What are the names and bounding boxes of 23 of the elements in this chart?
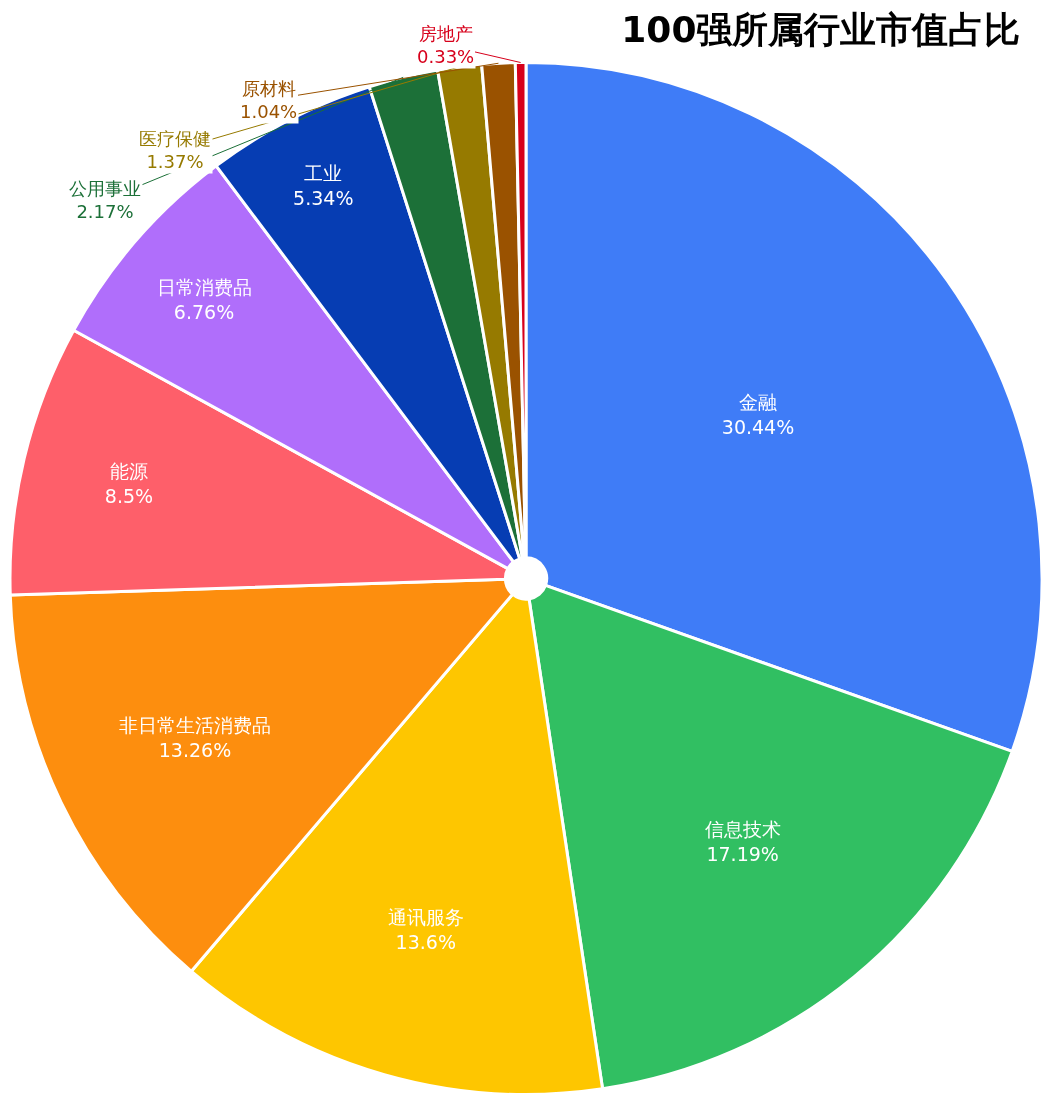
slice-label: 日常消费品	[156, 275, 252, 298]
data-label: 6.76%	[173, 300, 235, 323]
data-label: 1.37%	[146, 151, 204, 173]
slice-label: 通讯服务	[387, 905, 464, 928]
chart-title: 100强所属行业市值占比	[621, 8, 1021, 50]
slice-label: 原材料	[241, 78, 296, 99]
data-label: 0.33%	[417, 46, 475, 68]
data-label: 13.26%	[158, 739, 232, 762]
slice-label: 金融	[739, 391, 778, 414]
data-label: 13.6%	[395, 930, 456, 953]
slice-label: 能源	[109, 460, 148, 483]
slice-label: 工业	[304, 162, 343, 185]
data-label: 17.19%	[706, 842, 779, 865]
data-label: 5.34%	[293, 186, 354, 209]
slice-label: 医疗保健	[139, 128, 211, 149]
data-label: 30.44%	[721, 416, 795, 439]
slice-label: 信息技术	[704, 818, 781, 841]
data-label: 1.04%	[240, 101, 298, 123]
data-label: 8.5%	[104, 484, 154, 507]
slice-label: 房地产	[418, 23, 473, 44]
data-label: 2.17%	[76, 201, 134, 223]
slice-label: 公用事业	[69, 178, 141, 199]
slice-label: 非日常生活消费品	[118, 714, 271, 737]
